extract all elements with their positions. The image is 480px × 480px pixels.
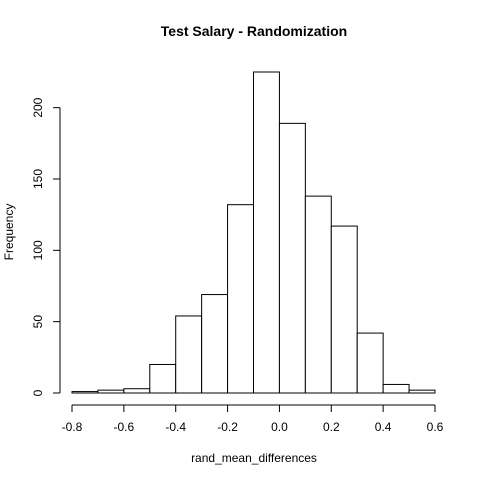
y-axis-label: Frequency <box>2 204 16 261</box>
x-tick-label: 0.0 <box>271 420 288 434</box>
histogram-bar <box>97 389 125 394</box>
histogram-bar <box>123 388 151 394</box>
x-axis-label: rand_mean_differences <box>191 451 317 465</box>
y-tick-label: 150 <box>31 169 45 189</box>
bars-group <box>71 71 436 394</box>
y-tick-label: 0 <box>31 389 45 396</box>
histogram-bar <box>408 389 436 394</box>
histogram-bar <box>278 122 306 394</box>
y-tick-label: 100 <box>31 240 45 260</box>
histogram-bar <box>71 391 99 394</box>
histogram-bar <box>227 204 254 394</box>
x-tick-label: 0.2 <box>323 420 340 434</box>
x-tick-label: 0.4 <box>375 420 392 434</box>
y-axis: 0 50 100 150 200 <box>31 97 61 396</box>
histogram-bar <box>356 332 384 394</box>
chart-title: Test Salary - Randomization <box>161 23 347 39</box>
histogram-bar <box>201 294 229 394</box>
histogram-bar <box>382 383 410 394</box>
y-tick-label: 200 <box>31 97 45 117</box>
histogram-bar <box>253 71 280 394</box>
histogram-bar <box>304 195 332 394</box>
x-tick-label: -0.2 <box>217 420 238 434</box>
x-axis: -0.8 -0.6 -0.4 -0.2 0.0 0.2 0.4 0.6 <box>62 404 444 434</box>
histogram-bar <box>175 315 203 394</box>
x-tick-label: -0.8 <box>62 420 83 434</box>
x-tick-label: -0.6 <box>114 420 135 434</box>
y-tick-label: 50 <box>31 315 45 329</box>
histogram-bar <box>330 225 358 394</box>
x-tick-label: 0.6 <box>427 420 444 434</box>
x-tick-label: -0.4 <box>165 420 186 434</box>
histogram-bar <box>149 363 177 394</box>
